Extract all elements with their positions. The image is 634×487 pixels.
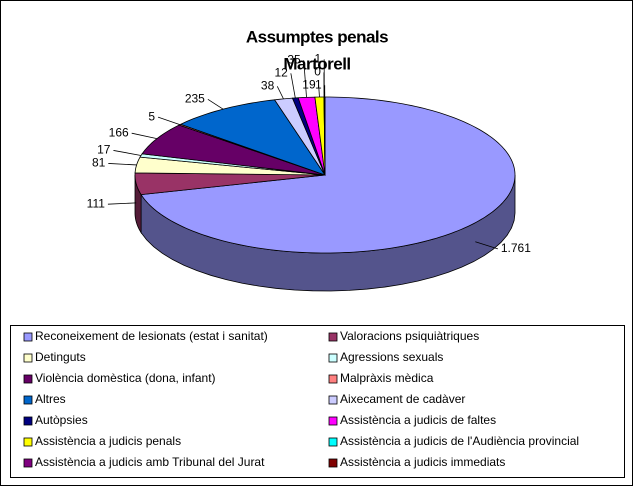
- legend-label: Altres: [35, 392, 66, 406]
- leader-line: [207, 98, 224, 110]
- data-label: 5: [148, 109, 155, 123]
- pie-slice: [134, 172, 326, 196]
- legend-label: Autòpsies: [35, 413, 88, 427]
- leader-line: [113, 150, 142, 156]
- legend-label: Violència domèstica (dona, infant): [35, 371, 216, 385]
- data-label: 0: [314, 65, 321, 79]
- chart-subtitle: Martorell: [283, 54, 350, 73]
- legend-swatch: [23, 374, 33, 384]
- legend-swatch: [23, 437, 33, 447]
- data-label: 12: [274, 65, 288, 79]
- legend-swatch: [23, 332, 33, 342]
- legend-swatch: [328, 374, 338, 384]
- data-label: 111: [87, 196, 106, 210]
- legend-label: Assistència a judicis amb Tribunal del J…: [35, 455, 265, 469]
- legend-label: Assistència a judicis penals: [35, 434, 181, 448]
- leader-line: [276, 86, 284, 100]
- leader-line: [131, 132, 157, 140]
- legend-swatch: [328, 458, 338, 468]
- chart-title: Assumptes penals: [246, 27, 388, 46]
- legend-swatch: [328, 332, 338, 342]
- leader-line: [475, 241, 498, 250]
- legend-label: Agressions sexuals: [340, 350, 443, 364]
- data-label: 35: [287, 52, 301, 66]
- legend-label: Valoracions psiquiàtriques: [340, 329, 479, 343]
- leader-line: [107, 202, 137, 205]
- pie-slice: [141, 124, 326, 176]
- legend-label: Assistència a judicis immediats: [340, 455, 505, 469]
- legend-swatch: [328, 395, 338, 405]
- data-label: 235: [185, 91, 205, 105]
- legend-swatch: [328, 353, 338, 363]
- data-label: 1: [315, 77, 322, 91]
- legend-label: Aixecament de cadàver: [340, 392, 465, 406]
- legend-label: Assistència a judicis de l'Audiència pro…: [340, 434, 579, 448]
- data-label: 166: [109, 125, 129, 139]
- data-label: 19: [302, 78, 316, 92]
- data-label: 81: [92, 156, 106, 170]
- data-label: 1: [314, 52, 321, 66]
- leader-line: [290, 73, 296, 99]
- leader-line: [157, 116, 180, 126]
- leader-line: [318, 85, 320, 98]
- legend-swatch: [328, 416, 338, 426]
- legend-box: [10, 325, 625, 478]
- legend-swatch: [23, 395, 33, 405]
- data-label: 17: [97, 143, 111, 157]
- legend-swatch: [328, 437, 338, 447]
- data-label: 38: [261, 78, 275, 92]
- leader-line: [303, 60, 307, 98]
- legend-swatch: [23, 353, 33, 363]
- legend-swatch: [23, 416, 33, 426]
- data-label: 1.761: [501, 241, 531, 255]
- legend-swatch: [23, 458, 33, 468]
- legend-label: Assistència a judicis de faltes: [340, 413, 496, 427]
- leader-line: [108, 163, 137, 166]
- pie-slice: [140, 96, 516, 254]
- legend-label: Detinguts: [35, 350, 86, 364]
- legend-label: Malpràxis mèdica: [340, 371, 434, 385]
- legend-label: Reconeixement de lesionats (estat i sani…: [35, 329, 268, 343]
